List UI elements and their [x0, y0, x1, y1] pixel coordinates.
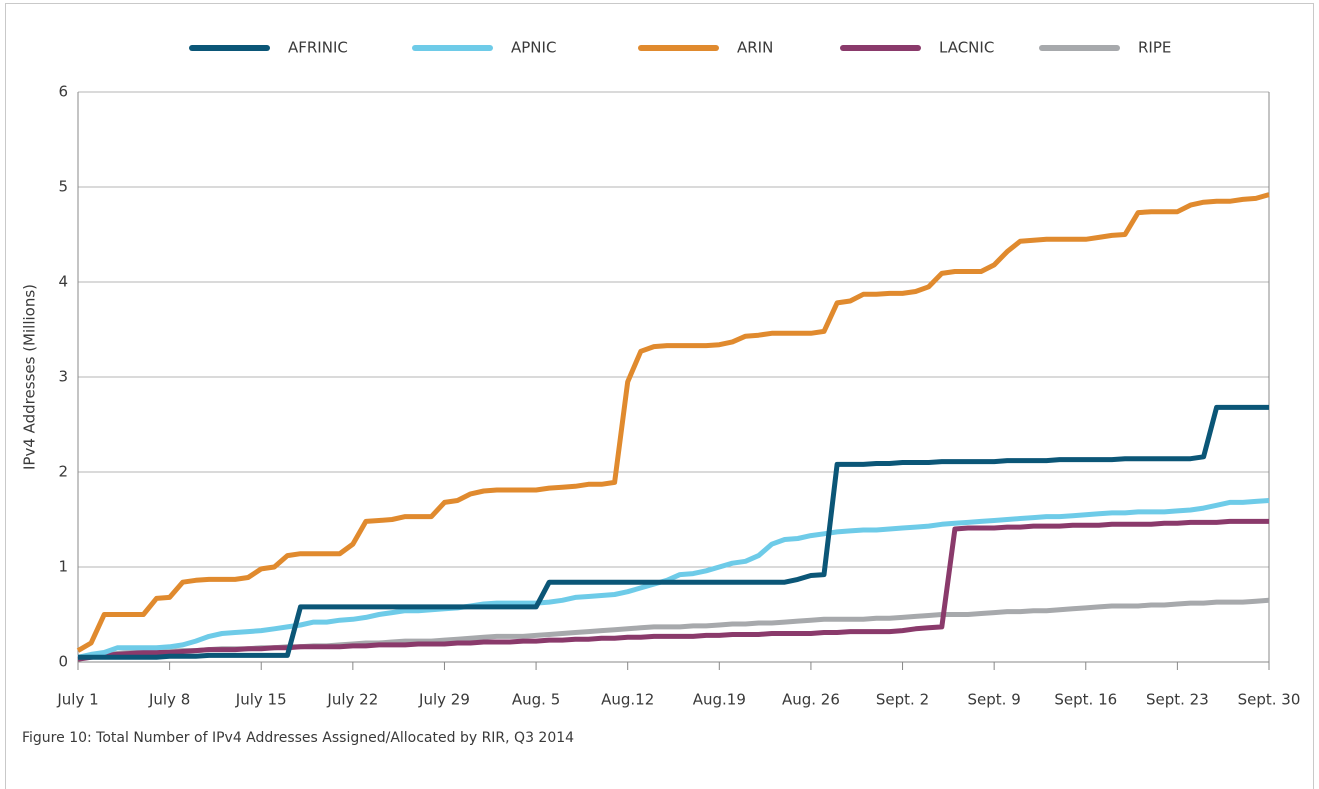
series-line — [77, 518, 1269, 662]
legend-label: LACNIC — [939, 39, 994, 57]
legend-label: RIPE — [1138, 39, 1171, 57]
x-tick-label: July 8 — [148, 691, 190, 709]
legend-label: ARIN — [737, 39, 773, 57]
x-tick-label: Sept. 9 — [968, 691, 1021, 709]
x-tick-label: Aug.12 — [601, 691, 654, 709]
x-tick-label: Sept. 2 — [876, 691, 929, 709]
y-tick-label: 6 — [58, 83, 68, 101]
y-tick-label: 2 — [58, 463, 68, 481]
x-tick-label: Aug. 5 — [512, 691, 560, 709]
y-tick-label: 4 — [58, 273, 68, 291]
y-tick-label: 5 — [58, 178, 68, 196]
x-tick-label: July 15 — [235, 691, 287, 709]
x-tick-label: Aug.19 — [693, 691, 746, 709]
series-line — [78, 404, 1269, 660]
x-tick-label: Sept. 23 — [1146, 691, 1209, 709]
legend-label: AFRINIC — [288, 39, 348, 57]
x-tick-label: July 1 — [56, 691, 98, 709]
x-tick-label: Sept. 30 — [1238, 691, 1301, 709]
y-tick-label: 3 — [58, 368, 68, 386]
x-tick-label: July 22 — [326, 691, 378, 709]
x-tick-label: Aug. 26 — [782, 691, 840, 709]
series-line — [76, 192, 1270, 653]
caption: Figure 10: Total Number of IPv4 Addresse… — [22, 730, 574, 746]
x-tick-label: July 29 — [418, 691, 470, 709]
y-tick-label: 1 — [58, 558, 68, 576]
y-tick-label: 0 — [58, 653, 68, 671]
legend-label: APNIC — [511, 39, 556, 57]
series-line — [77, 498, 1270, 660]
x-tick-label: Sept. 16 — [1054, 691, 1117, 709]
frame — [5, 3, 1314, 789]
y-axis-label: IPv4 Addresses (Millions) — [21, 284, 39, 470]
